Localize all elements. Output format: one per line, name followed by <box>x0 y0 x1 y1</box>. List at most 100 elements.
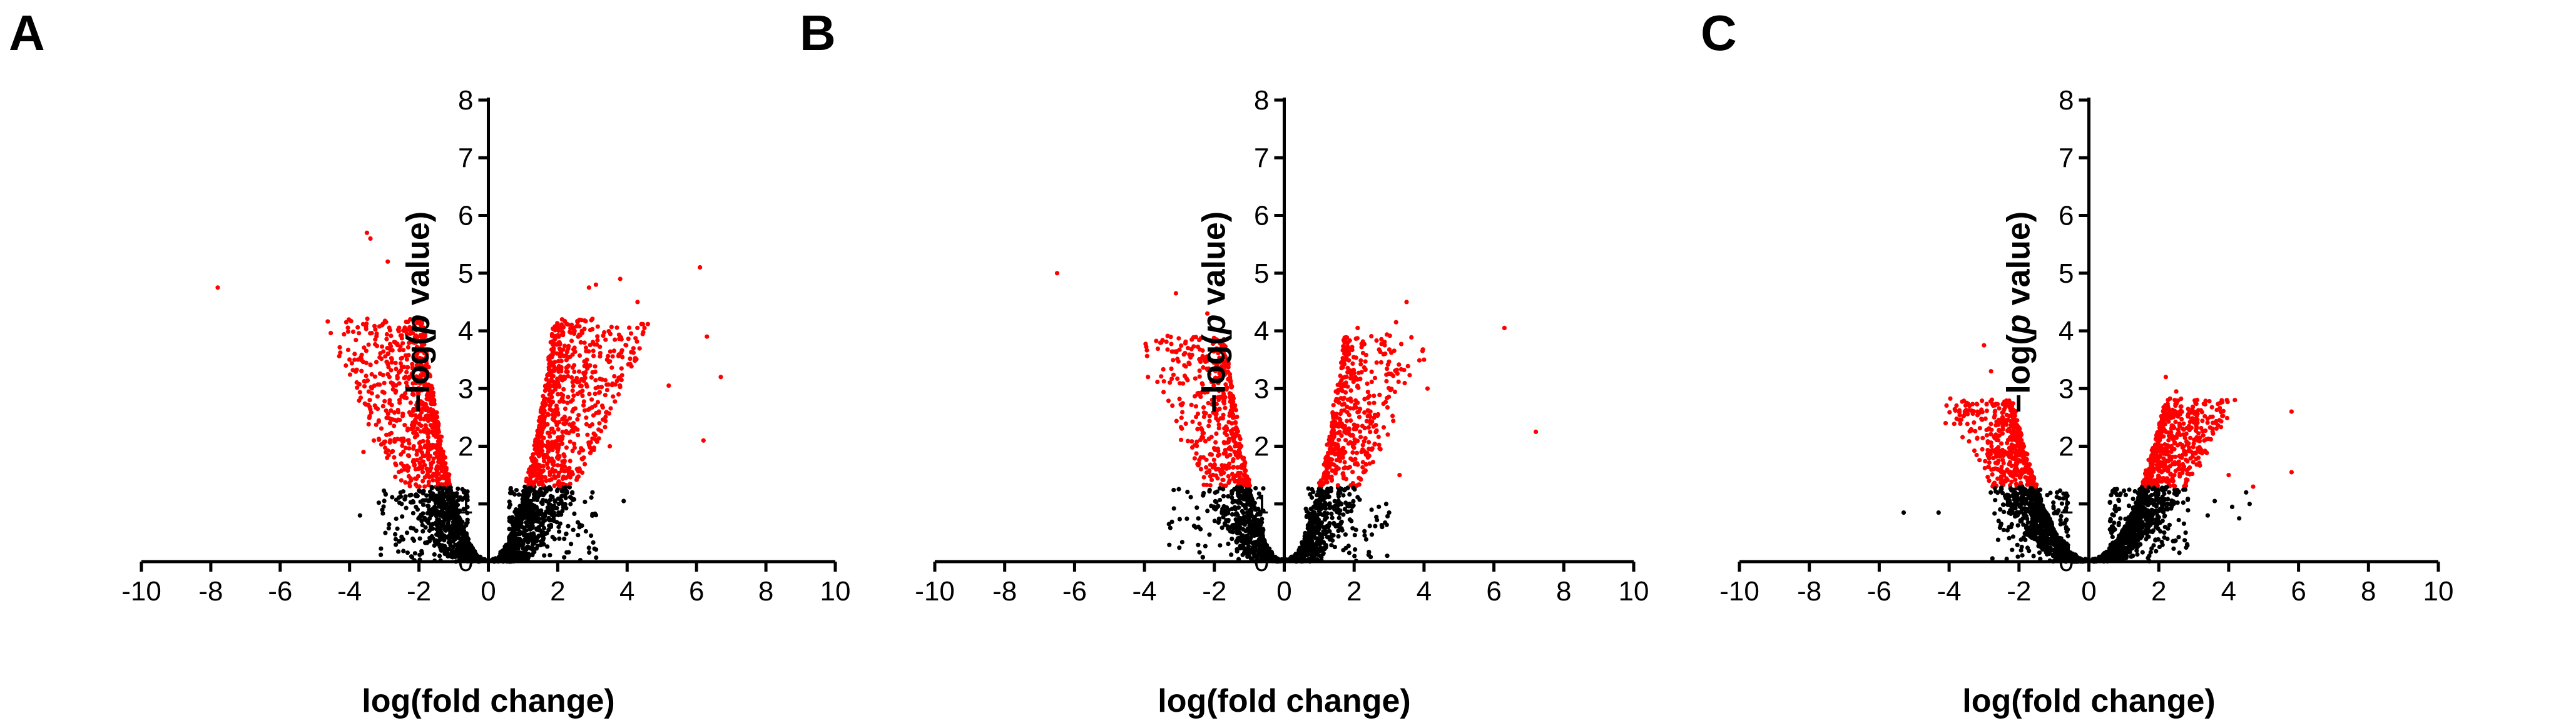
data-point <box>1342 375 1348 380</box>
data-point <box>1396 379 1401 385</box>
data-point <box>409 413 415 418</box>
x-tick-label: 10 <box>820 576 851 607</box>
data-point <box>1372 393 1377 398</box>
data-point <box>568 416 573 421</box>
data-point <box>408 400 413 405</box>
data-point <box>408 331 413 336</box>
data-point <box>1363 436 1368 441</box>
data-point <box>526 520 531 525</box>
data-point <box>430 444 435 449</box>
data-point <box>1422 357 1427 362</box>
data-point <box>1362 365 1367 370</box>
data-point <box>1194 443 1199 448</box>
data-point <box>549 518 554 523</box>
data-point <box>1310 524 1316 529</box>
data-point <box>1182 373 1188 378</box>
data-point <box>589 495 594 500</box>
data-point <box>411 526 416 531</box>
panel-letter: A <box>9 5 45 61</box>
data-point <box>574 467 579 472</box>
data-point <box>398 490 403 495</box>
data-point <box>388 438 393 443</box>
data-point <box>1311 490 1316 495</box>
data-point <box>561 387 566 392</box>
data-point <box>1372 442 1377 447</box>
data-point <box>1337 416 1342 422</box>
data-point <box>454 532 459 537</box>
data-point <box>524 490 529 495</box>
data-point <box>1180 410 1185 415</box>
y-tick-label: 5 <box>1254 258 1269 289</box>
data-point <box>591 348 596 353</box>
data-point <box>593 386 598 391</box>
data-point <box>1348 406 1353 411</box>
data-point <box>1967 439 1972 444</box>
data-point <box>1383 502 1388 507</box>
data-point <box>545 430 551 435</box>
data-point <box>382 380 387 386</box>
data-point <box>1221 493 1226 498</box>
data-point <box>592 546 597 552</box>
data-point <box>446 507 451 512</box>
data-point <box>586 545 591 550</box>
data-point <box>366 342 371 347</box>
data-point <box>377 371 383 377</box>
data-point <box>1169 377 1174 382</box>
data-point <box>1164 339 1169 345</box>
data-point <box>1167 542 1172 547</box>
data-point <box>564 445 569 450</box>
data-point <box>1237 452 1242 457</box>
data-point <box>581 403 586 408</box>
data-point <box>1378 360 1383 365</box>
data-point <box>559 317 564 322</box>
data-point <box>585 432 590 437</box>
data-point <box>1236 471 1241 476</box>
data-point <box>399 478 404 483</box>
data-point <box>1420 347 1425 352</box>
data-point <box>425 418 431 423</box>
data-point <box>1391 373 1396 378</box>
data-point <box>589 422 595 427</box>
x-tick-label: 4 <box>619 576 634 607</box>
data-point <box>1317 508 1322 513</box>
data-point <box>346 317 352 322</box>
data-point <box>1330 411 1335 416</box>
data-point <box>1259 532 1264 537</box>
data-point <box>1161 379 1166 384</box>
data-point <box>1360 339 1365 344</box>
data-point <box>419 551 425 556</box>
data-point <box>572 328 577 334</box>
data-point <box>588 450 593 455</box>
data-point <box>1185 438 1191 443</box>
data-point <box>1340 402 1345 407</box>
data-point <box>440 462 445 467</box>
data-point <box>1231 457 1236 462</box>
data-point <box>579 446 584 451</box>
data-point <box>1239 443 1244 448</box>
data-point <box>1362 528 1367 534</box>
data-point <box>502 544 507 549</box>
panel-letter: C <box>1701 5 1737 61</box>
data-point <box>555 380 561 385</box>
data-point <box>1337 511 1342 516</box>
data-point <box>1425 386 1430 391</box>
data-point <box>1369 334 1374 339</box>
data-point <box>371 438 377 443</box>
data-point <box>701 438 706 443</box>
data-point <box>548 487 553 492</box>
data-point <box>551 463 556 468</box>
data-point <box>436 435 441 440</box>
data-point <box>569 375 574 380</box>
data-point <box>563 407 568 412</box>
data-point <box>1169 349 1174 354</box>
x-tick-label: 2 <box>1347 576 1362 607</box>
data-point <box>1398 367 1403 372</box>
data-point <box>1181 381 1186 386</box>
data-point <box>1353 336 1358 341</box>
data-point <box>597 390 603 395</box>
data-point <box>1405 363 1410 369</box>
data-point <box>385 360 390 365</box>
data-point <box>408 493 414 498</box>
data-point <box>586 442 592 447</box>
